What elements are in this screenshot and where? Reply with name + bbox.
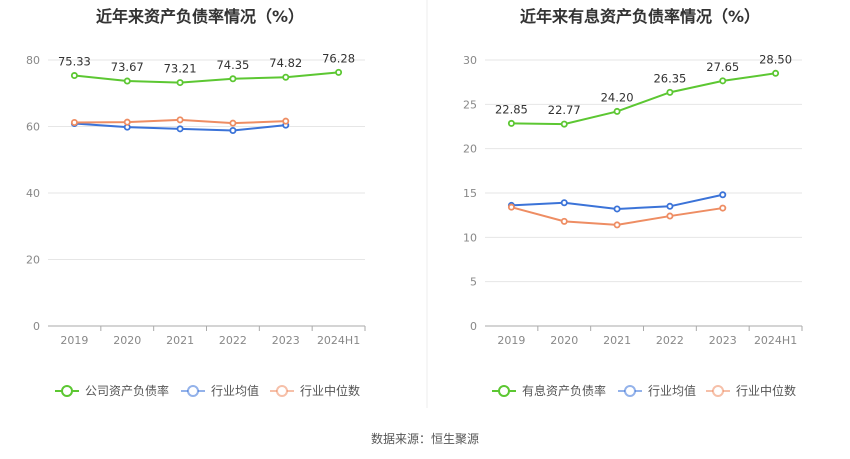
data-point[interactable]: [719, 204, 727, 212]
data-label: 27.65: [706, 60, 739, 74]
data-source-footer: 数据来源：恒生聚源: [371, 431, 479, 446]
data-label: 24.20: [601, 90, 634, 104]
data-point[interactable]: [560, 199, 568, 207]
y-tick-label: 40: [26, 187, 40, 200]
legend-marker: [276, 385, 288, 397]
data-point[interactable]: [229, 75, 237, 83]
legend-marker: [712, 385, 724, 397]
legend-item-0[interactable]: 有息资产负债率: [492, 383, 606, 398]
x-tick-label: 2024H1: [317, 334, 360, 347]
data-point[interactable]: [70, 72, 78, 80]
data-label: 75.33: [58, 55, 91, 69]
series-line-0: [74, 71, 339, 84]
legend-label: 行业均值: [648, 383, 696, 398]
x-tick-label: 2023: [272, 334, 300, 347]
data-point[interactable]: [229, 119, 237, 127]
data-point[interactable]: [70, 119, 78, 127]
chart-title: 近年来资产负债率情况（%）: [96, 7, 304, 26]
x-tick-label: 2023: [709, 334, 737, 347]
data-label: 76.28: [322, 51, 355, 65]
legend-label: 公司资产负债率: [85, 383, 169, 398]
y-tick-label: 0: [33, 320, 40, 333]
data-point[interactable]: [666, 88, 674, 96]
data-point[interactable]: [507, 203, 515, 211]
y-tick-label: 20: [463, 143, 477, 156]
legend-label: 行业均值: [211, 383, 259, 398]
interest-bearing-debt-ratio-chart: 近年来有息资产负债率情况（%） 0 5 10 15 20 25 30 2019 2020 2021 2…: [463, 7, 803, 398]
legend-item-0[interactable]: 公司资产负债率: [55, 383, 169, 398]
data-label: 74.82: [269, 56, 302, 70]
y-tick-label: 80: [26, 54, 40, 67]
data-point[interactable]: [560, 120, 568, 128]
data-point[interactable]: [229, 126, 237, 134]
data-point[interactable]: [666, 212, 674, 220]
data-label: 73.67: [111, 60, 144, 74]
x-tick-label: 2020: [113, 334, 141, 347]
legend-marker: [61, 385, 73, 397]
legend-label: 行业中位数: [300, 383, 360, 398]
data-label: 73.21: [164, 62, 197, 76]
data-label: 26.35: [653, 71, 686, 85]
x-tick-label: 2022: [219, 334, 247, 347]
y-tick-label: 60: [26, 121, 40, 134]
data-point[interactable]: [176, 125, 184, 133]
data-point[interactable]: [719, 77, 727, 85]
data-point[interactable]: [282, 73, 290, 81]
y-tick-label: 5: [470, 276, 477, 289]
data-point[interactable]: [613, 107, 621, 115]
data-point[interactable]: [613, 205, 621, 213]
data-point[interactable]: [772, 69, 780, 77]
data-point[interactable]: [613, 221, 621, 229]
data-label: 74.35: [216, 58, 249, 72]
x-tick-label: 2019: [60, 334, 88, 347]
legend-item-2[interactable]: 行业中位数: [270, 383, 360, 398]
legend-marker: [624, 385, 636, 397]
data-point[interactable]: [123, 77, 131, 85]
legend-label: 有息资产负债率: [522, 383, 606, 398]
x-tick-label: 2021: [603, 334, 631, 347]
legend-item-2[interactable]: 行业中位数: [706, 383, 796, 398]
data-point[interactable]: [123, 118, 131, 126]
legend-item-1[interactable]: 行业均值: [618, 383, 696, 398]
data-point[interactable]: [507, 119, 515, 127]
data-label: 22.85: [495, 102, 528, 116]
x-tick-label: 2024H1: [754, 334, 797, 347]
y-tick-label: 30: [463, 54, 477, 67]
y-tick-label: 15: [463, 187, 477, 200]
x-tick-label: 2021: [166, 334, 194, 347]
debt-ratio-chart: 近年来资产负债率情况（%） 0 20 40 60 80 2019 2020 2021 2022 20…: [26, 7, 366, 398]
x-tick-label: 2022: [656, 334, 684, 347]
data-point[interactable]: [282, 117, 290, 125]
data-point[interactable]: [176, 79, 184, 87]
y-tick-label: 20: [26, 254, 40, 267]
data-point[interactable]: [560, 217, 568, 225]
data-point[interactable]: [719, 191, 727, 199]
legend-marker: [187, 385, 199, 397]
data-label: 28.50: [759, 52, 792, 66]
data-point[interactable]: [335, 68, 343, 76]
y-tick-label: 10: [463, 231, 477, 244]
y-tick-label: 0: [470, 320, 477, 333]
data-point[interactable]: [176, 116, 184, 124]
x-tick-label: 2019: [497, 334, 525, 347]
data-point[interactable]: [666, 202, 674, 210]
y-tick-label: 25: [463, 98, 477, 111]
series-line-0: [511, 72, 776, 126]
data-label: 22.77: [548, 103, 581, 117]
x-tick-label: 2020: [550, 334, 578, 347]
chart-title: 近年来有息资产负债率情况（%）: [520, 7, 760, 26]
legend-item-1[interactable]: 行业均值: [181, 383, 259, 398]
legend-marker: [498, 385, 510, 397]
legend-label: 行业中位数: [736, 383, 796, 398]
